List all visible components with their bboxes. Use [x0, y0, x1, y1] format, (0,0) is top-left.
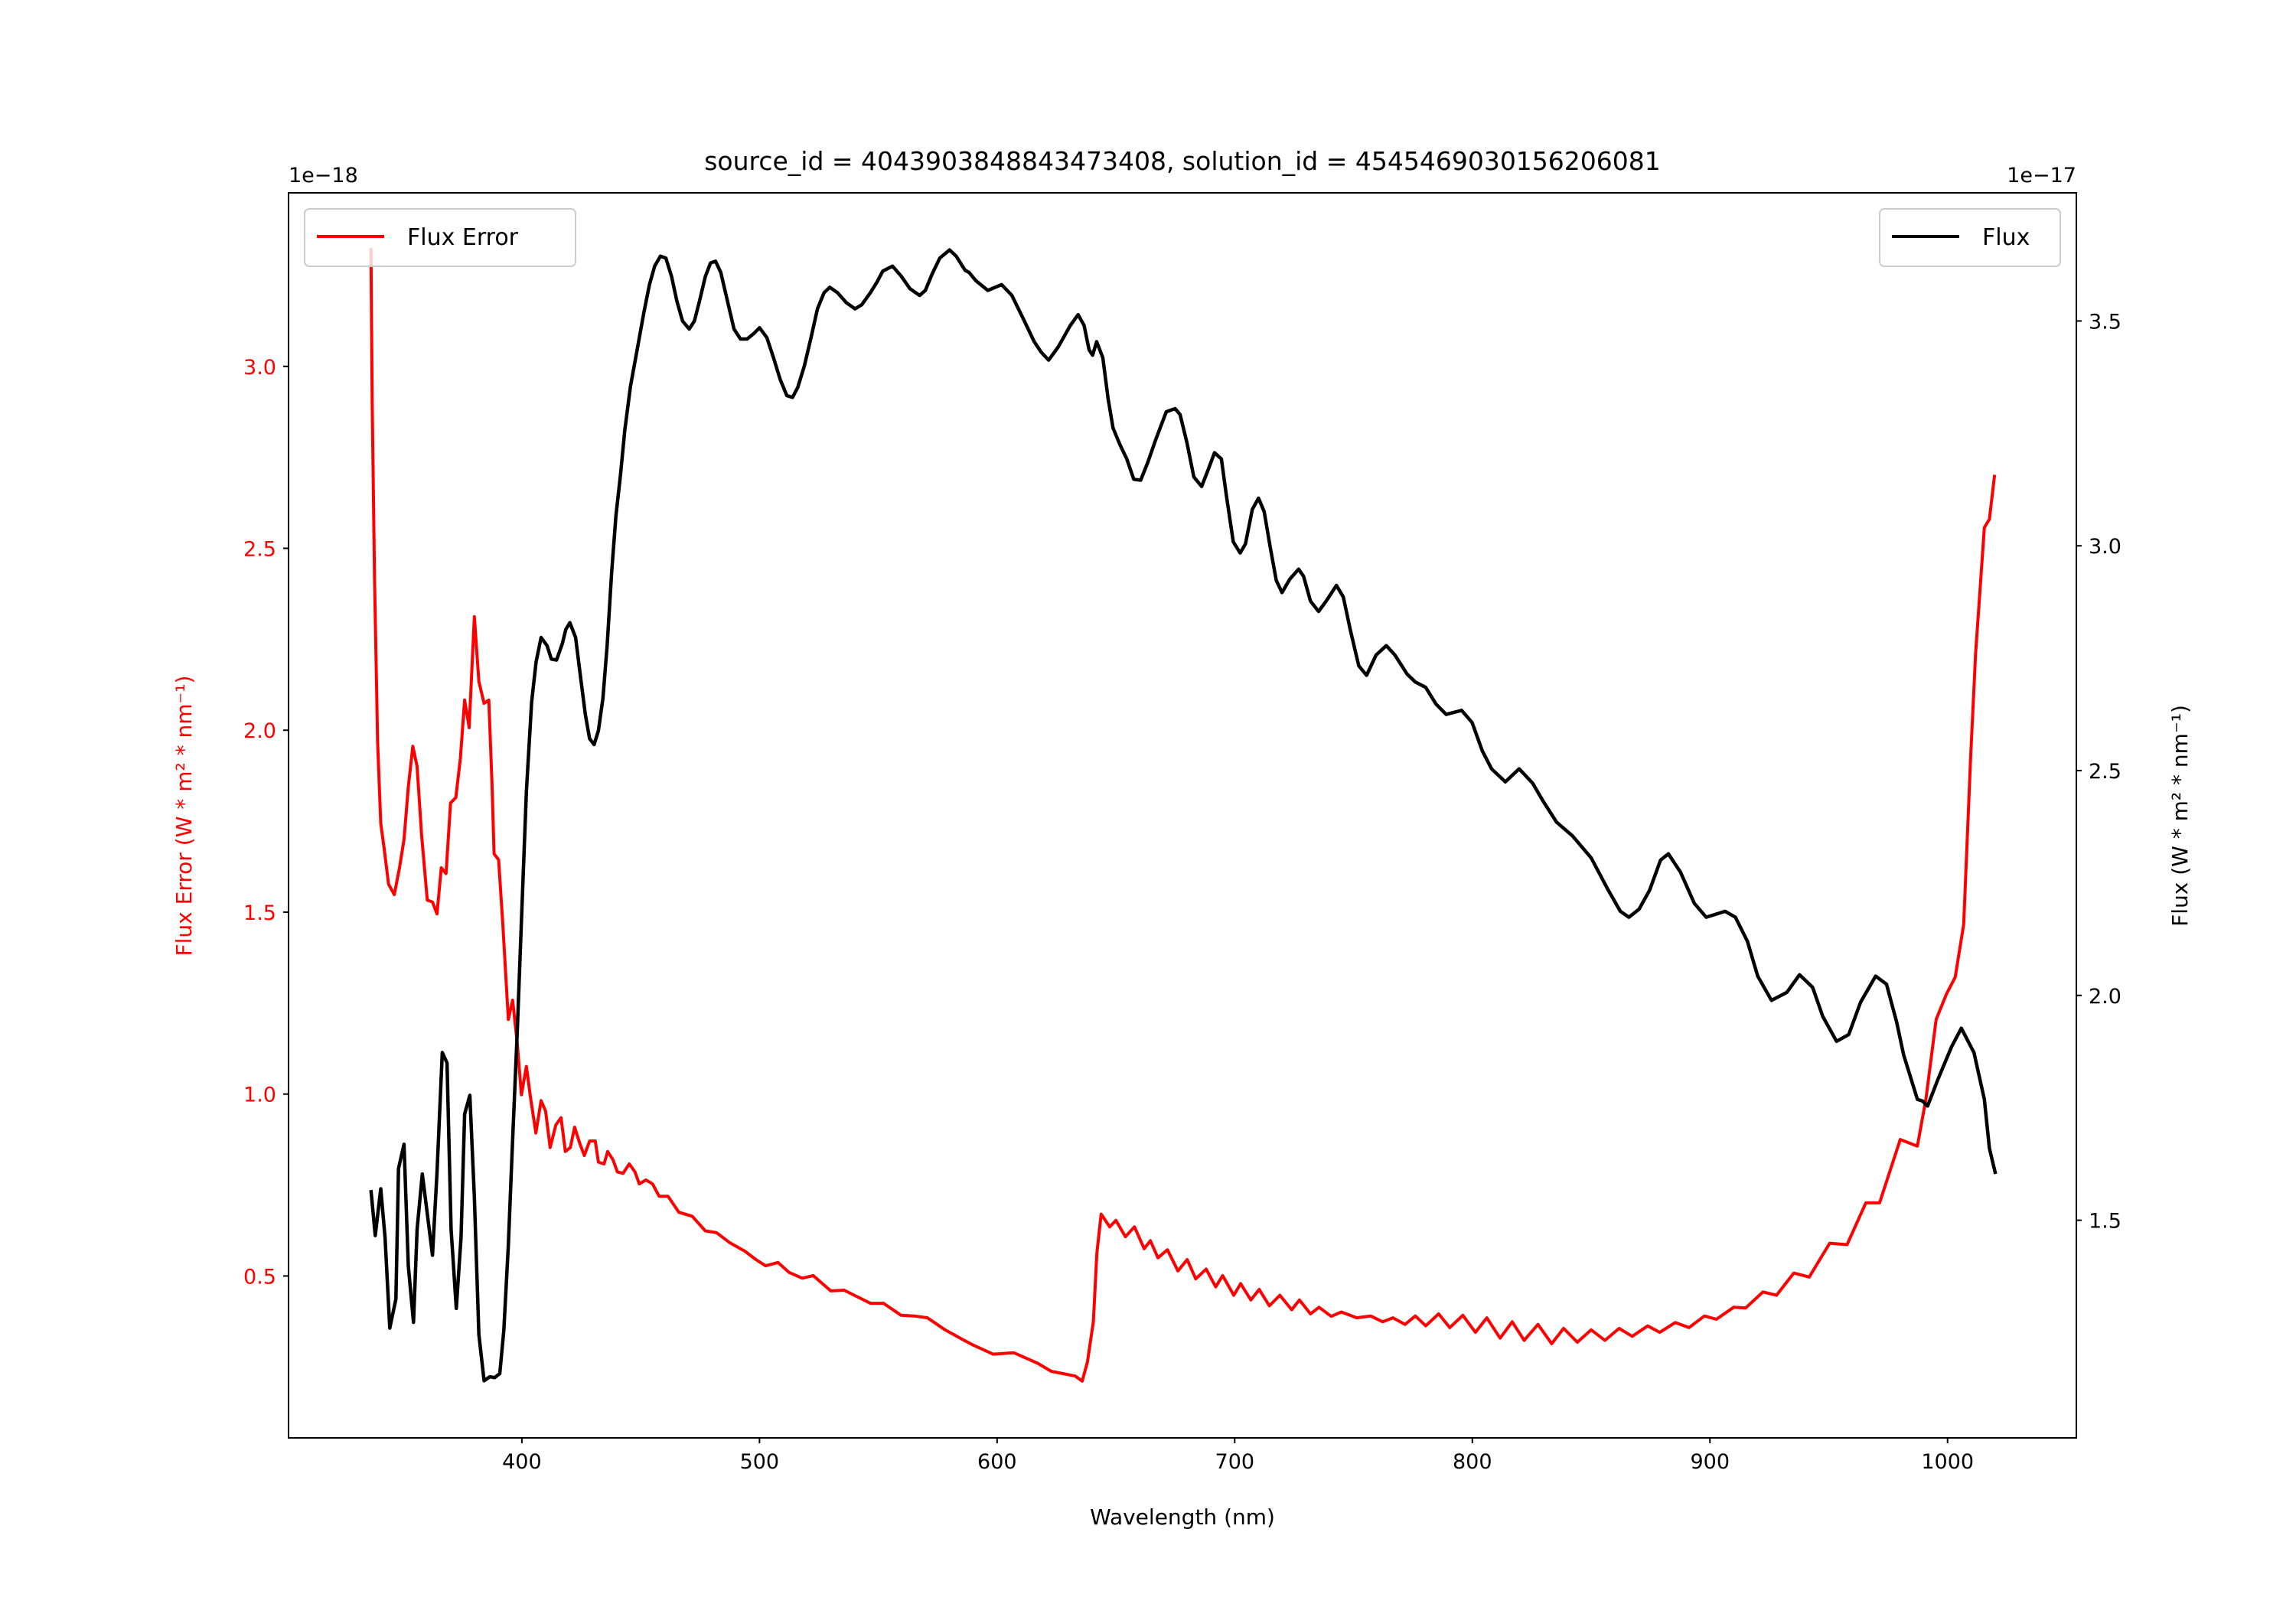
left-y-tick-label: 2.0	[243, 719, 276, 743]
right-y-tick-label: 2.0	[2089, 985, 2122, 1009]
left-y-tick-label: 2.5	[243, 538, 276, 562]
x-tick-label: 400	[502, 1450, 542, 1474]
right-y-tick-label: 3.5	[2089, 310, 2122, 334]
x-tick-label: 600	[977, 1450, 1017, 1474]
axis-ticks: 400 500 600 700 800 900 1000 0.5 1.0 1.5 2.0 2.5 3.0…	[243, 310, 2122, 1474]
left-y-tick-label: 1.5	[243, 901, 276, 925]
left-y-tick-label: 0.5	[243, 1265, 276, 1289]
series-line-flux	[369, 248, 1998, 1383]
x-tick-label: 900	[1690, 1450, 1730, 1474]
legend-box	[304, 208, 576, 267]
x-tick-label: 700	[1215, 1450, 1255, 1474]
left-y-tick-label: 3.0	[243, 356, 276, 380]
legend-flux: Flux	[1879, 208, 2061, 267]
x-tick-label: 800	[1453, 1450, 1492, 1474]
axes-frame	[288, 192, 2077, 1439]
legend-label-flux: Flux	[1982, 224, 2030, 251]
series-line-flux-error	[369, 247, 1997, 1383]
right-y-axis-label: Flux (W * m² * nm⁻¹)	[2167, 705, 2193, 927]
x-tick-label: 500	[740, 1450, 780, 1474]
x-tick-label: 1000	[1921, 1450, 1974, 1474]
legend-box	[1879, 208, 2061, 267]
right-y-tick-label: 1.5	[2089, 1210, 2122, 1234]
plot-lines	[369, 247, 1998, 1383]
left-axis-offset-text: 1e−18	[289, 164, 358, 187]
legend-flux-error: Flux Error	[304, 208, 576, 267]
right-y-tick-label: 2.5	[2089, 760, 2122, 784]
x-axis-label: Wavelength (nm)	[1090, 1504, 1275, 1530]
right-y-tick-label: 3.0	[2089, 535, 2122, 559]
left-y-tick-label: 1.0	[243, 1084, 276, 1107]
right-axis-offset-text: 1e−17	[2007, 164, 2076, 187]
legend-label-flux-error: Flux Error	[407, 224, 519, 251]
chart-title: source_id = 4043903848843473408, solutio…	[704, 146, 1661, 176]
left-y-axis-label: Flux Error (W * m² * nm⁻¹)	[171, 676, 197, 957]
